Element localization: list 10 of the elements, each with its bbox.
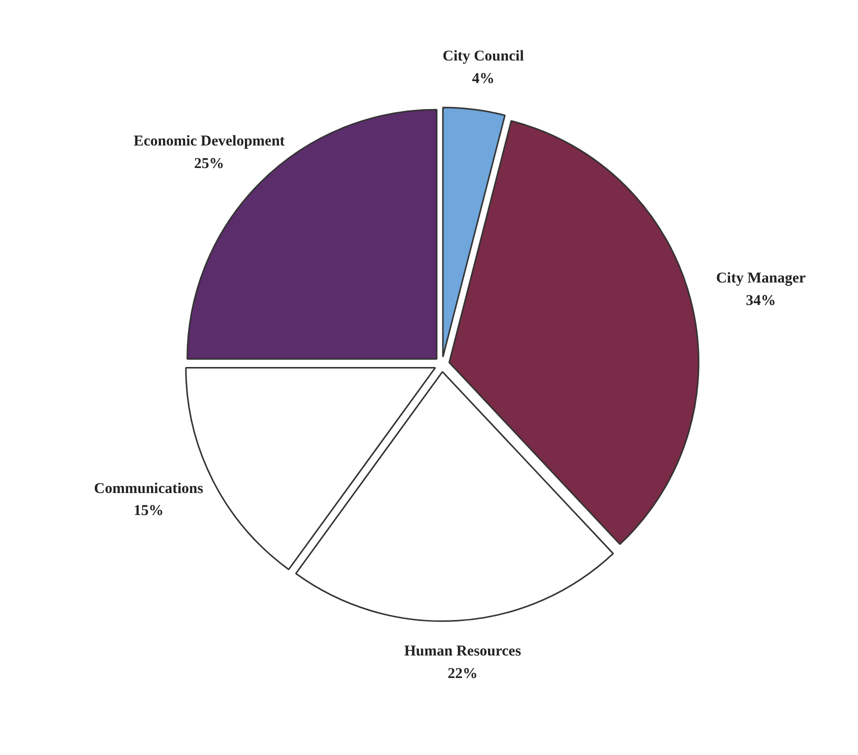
data-label: 4% — [472, 70, 494, 87]
slice-label: City Council — [442, 48, 524, 64]
slice-label: Human Resources — [404, 644, 522, 660]
data-label: 15% — [134, 503, 164, 520]
data-label: 34% — [746, 293, 776, 310]
data-label: 25% — [194, 156, 224, 172]
slice-label: City Manager — [716, 270, 806, 287]
slice-label: Economic Development — [134, 134, 285, 150]
data-label: 22% — [448, 666, 478, 682]
slice-label: Communications — [94, 480, 204, 497]
